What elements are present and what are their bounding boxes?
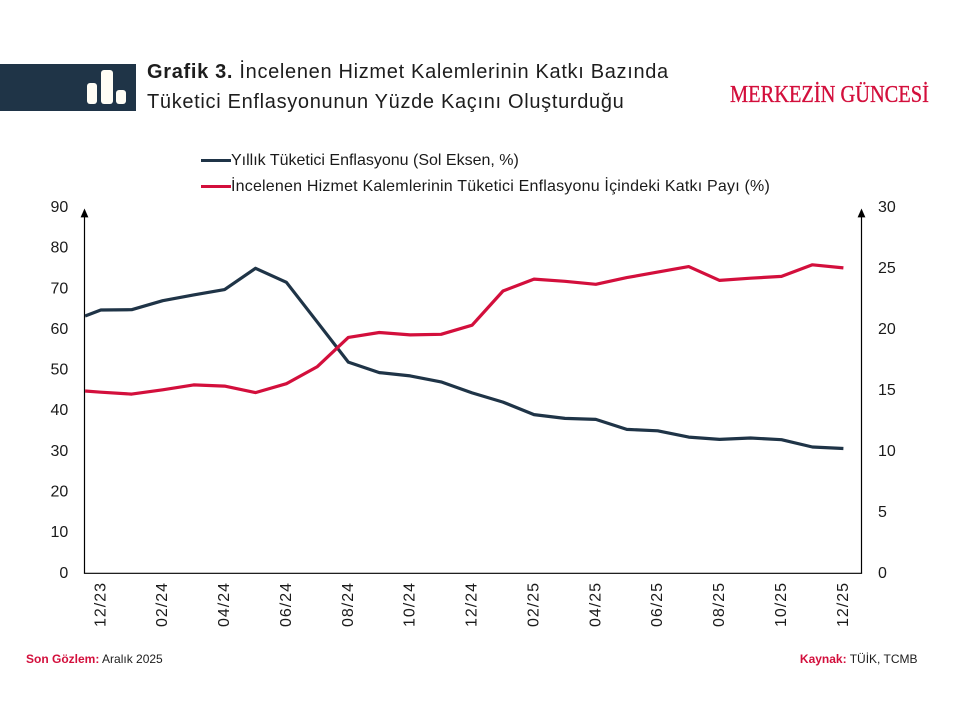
svg-text:12/23: 12/23 — [92, 582, 109, 627]
svg-text:02/24: 02/24 — [154, 582, 171, 627]
svg-text:30: 30 — [878, 199, 896, 216]
svg-text:10: 10 — [878, 443, 896, 460]
svg-text:50: 50 — [51, 362, 69, 379]
svg-text:04/25: 04/25 — [587, 582, 604, 627]
svg-text:08/25: 08/25 — [711, 582, 728, 627]
svg-text:0: 0 — [59, 565, 68, 582]
svg-text:10/25: 10/25 — [773, 582, 790, 627]
svg-text:02/25: 02/25 — [526, 582, 543, 627]
svg-text:70: 70 — [51, 280, 69, 297]
svg-text:30: 30 — [51, 443, 69, 460]
svg-text:25: 25 — [878, 260, 896, 277]
svg-text:10: 10 — [51, 524, 69, 541]
svg-text:20: 20 — [878, 321, 896, 338]
svg-text:40: 40 — [51, 402, 69, 419]
svg-text:80: 80 — [51, 240, 69, 257]
svg-text:12/24: 12/24 — [464, 582, 481, 627]
svg-text:60: 60 — [51, 321, 69, 338]
svg-text:08/24: 08/24 — [340, 582, 357, 627]
svg-text:06/24: 06/24 — [278, 582, 295, 627]
svg-text:10/24: 10/24 — [402, 582, 419, 627]
svg-text:06/25: 06/25 — [649, 582, 666, 627]
svg-text:5: 5 — [878, 504, 887, 521]
svg-text:15: 15 — [878, 382, 896, 399]
svg-text:12/25: 12/25 — [835, 582, 852, 627]
svg-text:0: 0 — [878, 565, 887, 582]
svg-text:20: 20 — [51, 484, 69, 501]
svg-text:04/24: 04/24 — [216, 582, 233, 627]
svg-text:90: 90 — [51, 199, 69, 216]
